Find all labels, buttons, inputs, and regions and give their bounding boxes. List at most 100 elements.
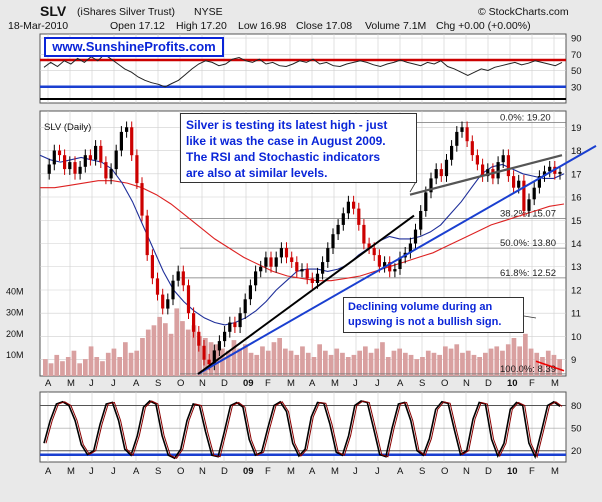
stoch-fast-line bbox=[45, 400, 563, 459]
price-bar bbox=[83, 155, 87, 167]
x-tick-label: 10 bbox=[507, 378, 518, 389]
volume-bar bbox=[545, 350, 551, 376]
quote-high: High 17.20 bbox=[176, 20, 227, 32]
volume-bar bbox=[65, 357, 71, 376]
silver-annotation: Silver is testing its latest high - just… bbox=[180, 113, 417, 183]
price-bar bbox=[264, 257, 268, 267]
fib-label: 61.8%: 12.52 bbox=[500, 268, 556, 279]
price-bar bbox=[57, 150, 62, 156]
x-tick-label: S bbox=[419, 466, 425, 477]
x-tick-label: J bbox=[353, 466, 358, 477]
x-tick-label: N bbox=[463, 466, 470, 477]
price-bar bbox=[362, 224, 366, 244]
volume-bar bbox=[283, 348, 288, 376]
price-tick-label: 12 bbox=[571, 285, 582, 296]
volume-bar bbox=[368, 352, 374, 376]
price-bar bbox=[125, 127, 129, 132]
volume-bar bbox=[237, 348, 242, 376]
x-tick-label: A bbox=[133, 466, 140, 477]
price-bar bbox=[166, 299, 170, 309]
price-bar bbox=[202, 345, 206, 360]
price-bar bbox=[207, 359, 211, 365]
price-bar bbox=[68, 162, 72, 170]
volume-bar bbox=[277, 338, 282, 376]
x-tick-label: M bbox=[287, 466, 295, 477]
volume-bar bbox=[94, 357, 100, 376]
volume-bar bbox=[123, 342, 128, 376]
price-bar bbox=[94, 145, 98, 160]
x-tick-label: D bbox=[221, 466, 228, 477]
price-bar bbox=[181, 271, 185, 286]
price-bar bbox=[223, 331, 227, 342]
price-bar bbox=[542, 171, 547, 176]
volume-bar bbox=[145, 329, 151, 376]
price-tick-label: 17 bbox=[571, 169, 582, 180]
volume-bar bbox=[465, 350, 471, 376]
volume-bar bbox=[157, 316, 162, 376]
price-bar bbox=[470, 141, 474, 156]
volume-bar bbox=[334, 348, 340, 376]
rsi-tick-label: 70 bbox=[571, 50, 582, 61]
volume-bar bbox=[534, 352, 540, 376]
price-bar bbox=[295, 262, 299, 272]
volume-bar bbox=[220, 348, 225, 376]
fib-label: 50.0%: 13.80 bbox=[500, 238, 556, 249]
rsi-tick-label: 90 bbox=[571, 34, 582, 45]
price-bar bbox=[475, 155, 479, 165]
price-bar bbox=[305, 269, 309, 279]
x-tick-label: S bbox=[155, 466, 161, 477]
price-bar bbox=[522, 180, 526, 211]
quote-close: Close 17.08 bbox=[296, 20, 353, 32]
price-bar bbox=[455, 131, 459, 146]
volume-bar bbox=[243, 344, 248, 376]
price-bar bbox=[434, 169, 438, 179]
volume-bar bbox=[477, 357, 482, 376]
volume-bar bbox=[191, 325, 197, 376]
x-tick-label: M bbox=[551, 466, 559, 477]
volume-bar bbox=[231, 340, 237, 376]
price-bar bbox=[161, 294, 165, 309]
price-bar bbox=[279, 248, 283, 258]
price-bar bbox=[321, 262, 325, 274]
price-tick-label: 10 bbox=[571, 332, 582, 343]
volume-bar bbox=[454, 344, 460, 376]
price-bar bbox=[192, 313, 196, 332]
moving-average-200 bbox=[40, 180, 565, 282]
price-bar bbox=[383, 262, 387, 267]
x-tick-label: A bbox=[309, 378, 316, 389]
price-bar bbox=[254, 271, 258, 286]
volume-bar bbox=[260, 346, 265, 376]
price-bar bbox=[73, 162, 77, 174]
price-bar bbox=[398, 257, 402, 269]
price-bar bbox=[248, 285, 252, 300]
volume-bar bbox=[311, 357, 317, 376]
x-tick-label: S bbox=[419, 378, 425, 389]
volume-note-line: Declining volume during an bbox=[348, 301, 493, 313]
quote-open: Open 17.12 bbox=[110, 20, 165, 32]
quote-volume: Volume 7.1M bbox=[365, 20, 427, 32]
trend-line-support bbox=[197, 145, 597, 375]
price-bar bbox=[408, 243, 412, 253]
exchange: NYSE bbox=[194, 6, 223, 18]
quote-date: 18-Mar-2010 bbox=[8, 20, 69, 32]
price-bar bbox=[300, 269, 304, 272]
price-bar bbox=[171, 280, 175, 300]
price-bar bbox=[155, 278, 160, 295]
price-bar bbox=[274, 257, 278, 267]
x-tick-label: M bbox=[287, 378, 295, 389]
price-bar bbox=[372, 248, 376, 256]
x-tick-label: M bbox=[67, 466, 75, 477]
volume-bar bbox=[345, 357, 351, 376]
volume-bar bbox=[351, 354, 357, 376]
price-bar bbox=[506, 155, 510, 177]
price-bar bbox=[357, 208, 361, 225]
x-tick-label: F bbox=[529, 378, 535, 389]
volume-bar bbox=[128, 352, 134, 376]
volume-bar bbox=[254, 354, 260, 376]
volume-tick-label: 30M bbox=[6, 308, 24, 318]
volume-bar bbox=[363, 346, 368, 376]
volume-decline-line bbox=[535, 360, 565, 372]
volume-bar bbox=[397, 348, 402, 376]
price-bar bbox=[310, 278, 314, 283]
